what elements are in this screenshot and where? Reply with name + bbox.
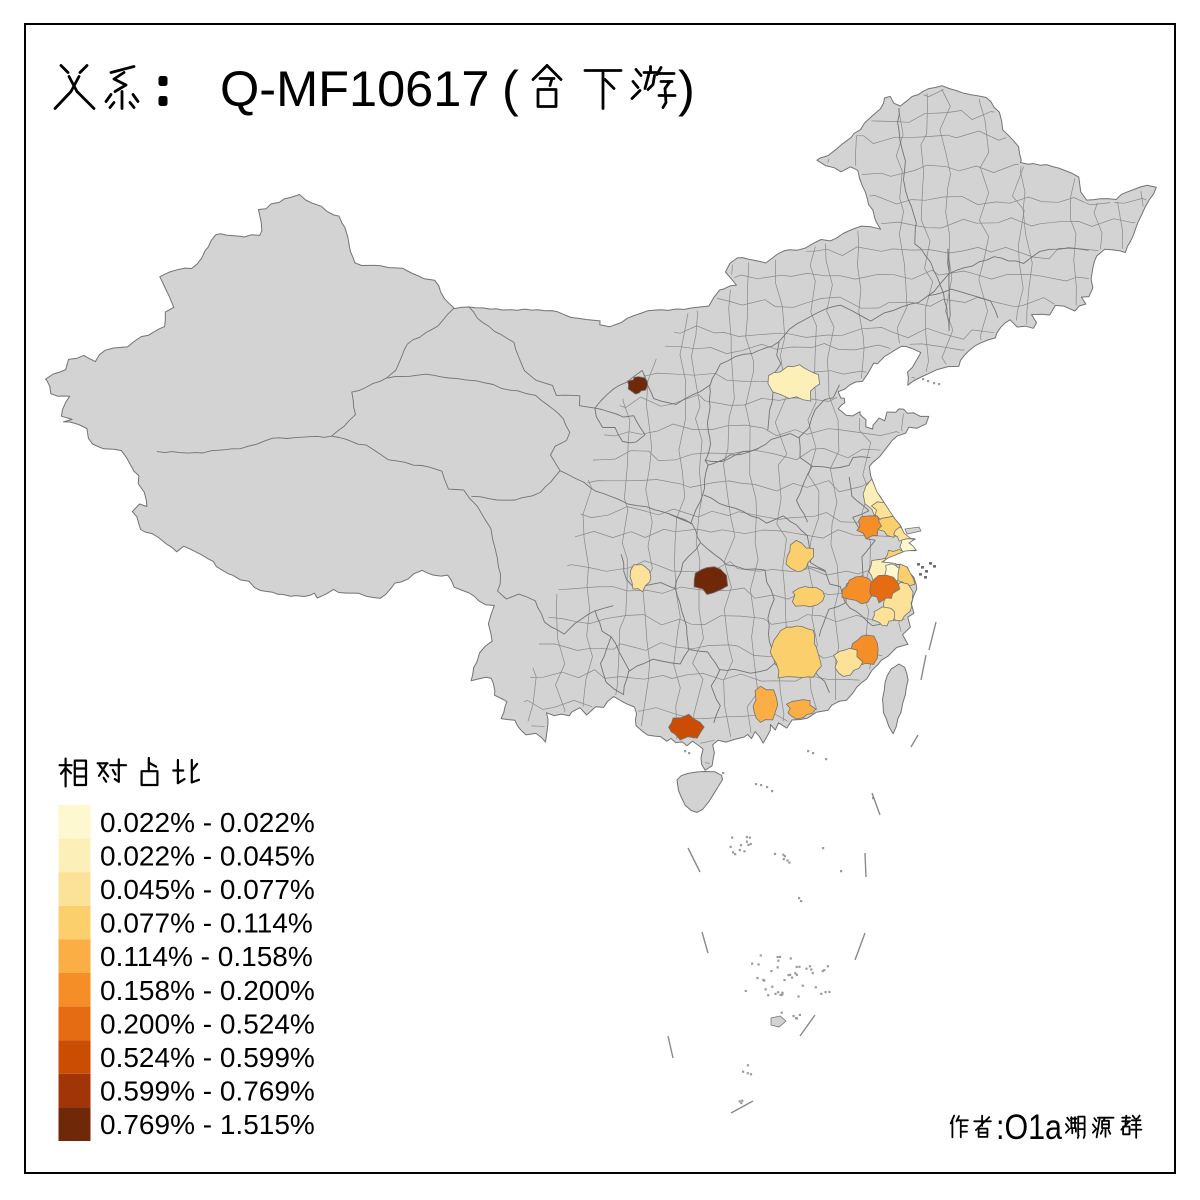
- svg-text:Q-MF10617: Q-MF10617: [220, 60, 489, 117]
- svg-text:(: (: [502, 60, 519, 117]
- svg-text:0.599% - 0.769%: 0.599% - 0.769%: [100, 1076, 315, 1107]
- svg-text::O1a: :O1a: [996, 1108, 1062, 1147]
- svg-text:0.022% - 0.022%: 0.022% - 0.022%: [100, 807, 315, 838]
- svg-text:0.200% - 0.524%: 0.200% - 0.524%: [100, 1008, 315, 1039]
- svg-text:): ): [678, 60, 695, 117]
- svg-text:0.114% - 0.158%: 0.114% - 0.158%: [100, 941, 313, 972]
- svg-text:0.022% - 0.045%: 0.022% - 0.045%: [100, 840, 315, 871]
- svg-text:0.524% - 0.599%: 0.524% - 0.599%: [100, 1042, 315, 1073]
- svg-text:0.769% - 1.515%: 0.769% - 1.515%: [100, 1109, 315, 1140]
- svg-text:0.077% - 0.114%: 0.077% - 0.114%: [100, 908, 313, 939]
- svg-text:0.045% - 0.077%: 0.045% - 0.077%: [100, 874, 315, 905]
- svg-text:0.158% - 0.200%: 0.158% - 0.200%: [100, 975, 315, 1006]
